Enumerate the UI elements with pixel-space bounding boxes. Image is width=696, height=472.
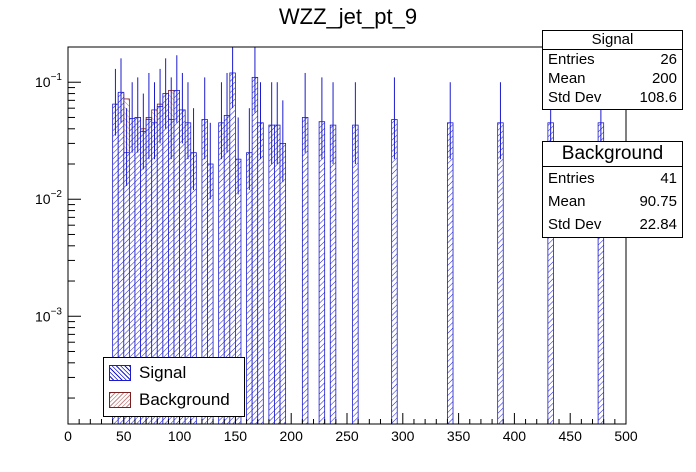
signal-stats-box: Signal Entries 26 Mean 200 Std Dev 108.6 <box>542 30 683 110</box>
x-tick-label: 150 <box>224 428 248 444</box>
background-std-label: Std Dev <box>548 216 602 233</box>
x-tick-label: 200 <box>280 428 304 444</box>
x-tick-label: 400 <box>503 428 527 444</box>
signal-bar <box>268 124 275 425</box>
signal-entries-value: 26 <box>660 51 677 68</box>
signal-std-label: Std Dev <box>548 89 602 106</box>
y-tick-label: 10−3 <box>35 306 62 324</box>
signal-bar <box>279 143 287 425</box>
background-mean-label: Mean <box>548 193 586 210</box>
background-stats-box: Background Entries 41 Mean 90.75 Std Dev… <box>542 141 683 238</box>
signal-bar <box>391 119 398 425</box>
x-tick-label: 50 <box>116 428 132 444</box>
signal-bar <box>301 117 309 425</box>
background-entries-value: 41 <box>660 170 677 187</box>
signal-bar <box>251 76 259 425</box>
x-tick-label: 350 <box>447 428 471 444</box>
tick-labels: 0 50 100 150 200 250 300 350 400 450 500 10−1 10−2 10… <box>35 72 638 444</box>
x-tick-label: 500 <box>614 428 638 444</box>
signal-std-value: 108.6 <box>639 89 677 106</box>
signal-mean-value: 200 <box>651 70 677 87</box>
signal-bar <box>497 122 504 425</box>
legend-entry-background: Background <box>109 389 230 411</box>
legend-swatch-background <box>109 392 131 408</box>
x-tick-label: 450 <box>559 428 583 444</box>
chart-title: WZZ_jet_pt_9 <box>279 4 417 29</box>
signal-bars <box>112 47 605 425</box>
legend-swatch-signal <box>109 365 131 381</box>
signal-bar <box>447 122 454 425</box>
signal-mean-label: Mean <box>548 70 586 87</box>
signal-mean-row: Mean 200 <box>543 69 682 88</box>
background-mean-value: 90.75 <box>639 193 677 210</box>
legend: Signal Background <box>103 357 245 417</box>
signal-bar <box>246 152 253 425</box>
background-mean-row: Mean 90.75 <box>543 190 682 213</box>
signal-bar <box>352 124 359 425</box>
legend-entry-signal: Signal <box>109 362 186 384</box>
x-tick-label: 0 <box>64 428 72 444</box>
y-tick-label: 10−1 <box>35 72 62 90</box>
signal-entries-row: Entries 26 <box>543 50 682 69</box>
background-std-value: 22.84 <box>639 216 677 233</box>
signal-stats-title: Signal <box>543 31 682 50</box>
signal-std-row: Std Dev 108.6 <box>543 88 682 107</box>
background-entries-label: Entries <box>548 170 595 187</box>
background-stats-title: Background <box>543 142 682 167</box>
y-tick-label: 10−2 <box>35 189 62 207</box>
x-tick-label: 250 <box>335 428 359 444</box>
x-tick-label: 300 <box>391 428 415 444</box>
background-entries-row: Entries 41 <box>543 167 682 190</box>
signal-bar <box>318 121 326 425</box>
signal-entries-label: Entries <box>548 51 595 68</box>
signal-bar <box>257 122 264 425</box>
x-tick-label: 100 <box>168 428 192 444</box>
background-std-row: Std Dev 22.84 <box>543 213 682 236</box>
legend-label-background: Background <box>139 390 230 409</box>
signal-bar <box>274 124 281 425</box>
legend-label-signal: Signal <box>139 363 187 382</box>
signal-bar <box>329 124 337 425</box>
